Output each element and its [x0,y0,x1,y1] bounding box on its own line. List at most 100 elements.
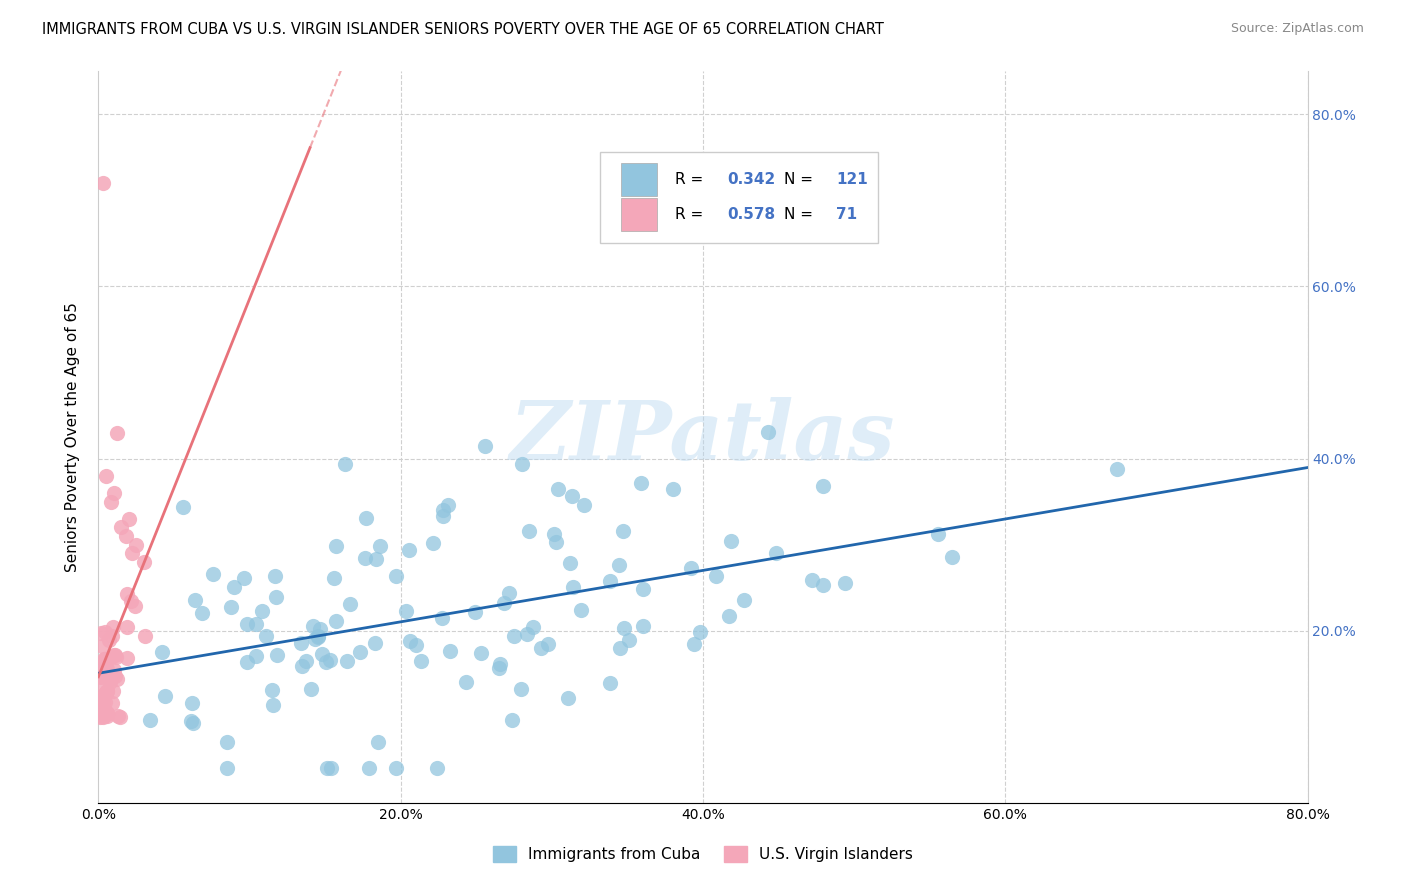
Point [395,604,418,618]
Point [91,176,114,190]
Point [94,688,117,702]
Point [94,468,117,483]
Point [470,646,492,660]
Text: IMMIGRANTS FROM CUBA VS U.S. VIRGIN ISLANDER SENIORS POVERTY OVER THE AGE OF 65 : IMMIGRANTS FROM CUBA VS U.S. VIRGIN ISLA… [42,22,884,37]
Point [456,675,478,690]
Point [543,527,565,541]
Point [359,761,381,775]
Point [96,706,118,720]
Point [138,713,160,727]
Point [512,457,534,471]
Point [409,654,432,668]
Point [509,682,531,697]
Point [94,659,117,673]
Y-axis label: Seniors Poverty Over the Age of 65: Seniors Poverty Over the Age of 65 [65,302,80,572]
Point [96,662,118,676]
Point [191,606,214,620]
Point [503,629,526,643]
Point [180,714,202,728]
Point [100,669,122,683]
Point [224,580,246,594]
Point [756,425,779,439]
FancyBboxPatch shape [621,163,657,195]
Point [202,567,225,582]
Point [94,652,117,666]
Point [94,685,117,699]
Point [354,511,377,525]
Point [97,669,120,683]
Point [101,620,124,634]
Text: 71: 71 [837,207,858,222]
Point [94,625,117,640]
Point [94,652,117,666]
Point [236,616,259,631]
Point [93,655,115,669]
Point [315,655,337,669]
Point [432,611,454,625]
Point [661,482,683,496]
Point [110,710,132,724]
Point [304,632,326,646]
Point [101,629,124,643]
Point [612,524,634,538]
Point [89,665,111,680]
Point [91,667,114,681]
Point [537,637,560,651]
Point [100,494,122,508]
Point [718,609,741,624]
Point [120,594,142,608]
Text: R =: R = [675,207,709,222]
Point [633,619,655,633]
Point [105,649,128,664]
Point [181,696,204,710]
Point [90,680,112,694]
Point [245,617,267,632]
Point [681,561,703,575]
Point [219,600,242,615]
Point [124,599,146,613]
Point [93,706,115,720]
Point [150,645,173,659]
Point [98,674,121,689]
Point [115,620,138,634]
Point [385,569,408,583]
Point [290,636,312,650]
Point [325,614,347,628]
Point [569,603,592,617]
Point [97,670,120,684]
Text: Source: ZipAtlas.com: Source: ZipAtlas.com [1230,22,1364,36]
Point [927,527,949,541]
Point [121,546,143,560]
Point [90,639,112,653]
Point [94,665,117,679]
FancyBboxPatch shape [600,152,879,244]
Point [103,684,125,698]
Point [492,596,515,610]
Point [630,476,652,491]
Point [398,542,420,557]
Point [547,482,569,496]
Point [609,640,631,655]
Point [682,637,704,651]
Point [607,558,630,573]
Point [308,630,330,644]
Point [105,672,128,686]
Point [364,636,387,650]
Point [530,641,553,656]
Point [439,644,461,658]
Point [266,648,288,662]
Point [96,683,118,698]
Text: N =: N = [785,207,818,222]
Point [217,734,239,748]
Point [299,681,322,696]
Point [515,627,537,641]
Point [517,524,540,538]
Point [498,585,520,599]
Point [262,698,284,712]
Point [367,735,389,749]
Point [89,669,111,683]
Point [617,633,640,648]
Point [311,647,333,661]
Point [437,499,460,513]
Point [834,576,856,591]
